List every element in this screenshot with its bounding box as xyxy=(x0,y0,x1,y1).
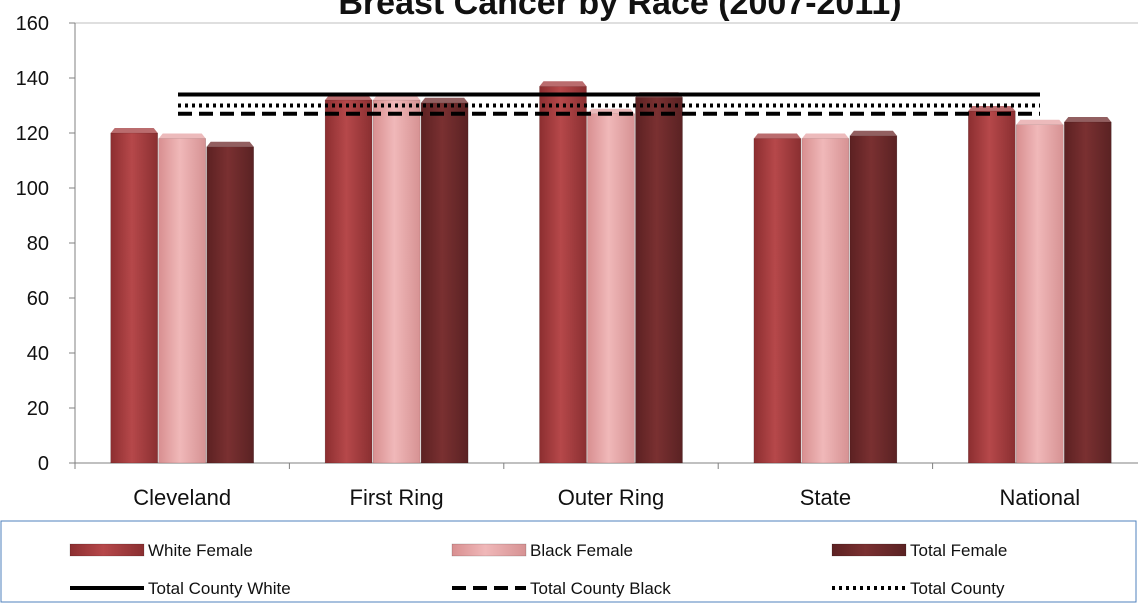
legend-label: Total County Black xyxy=(530,579,671,598)
bar xyxy=(753,138,802,464)
bar xyxy=(372,99,421,464)
x-axis: Cleveland First Ring Outer Ring State Nation… xyxy=(74,462,1138,510)
legend: White Female Black Female Total Female Tota… xyxy=(0,520,1137,603)
bar-top xyxy=(801,133,849,139)
y-tick-label: 20 xyxy=(27,398,49,420)
x-tick-label: First Ring xyxy=(350,485,444,510)
x-tick-label: Cleveland xyxy=(133,485,231,510)
bar-top xyxy=(849,130,897,136)
bar-top xyxy=(158,133,206,139)
legend-label: Total County White xyxy=(148,579,291,598)
bar-top xyxy=(968,106,1016,111)
y-axis: 0 20 40 60 80 100 120 140 160 xyxy=(16,13,76,475)
y-tick-label: 40 xyxy=(27,343,49,365)
legend-swatch xyxy=(831,543,907,557)
bar-series xyxy=(110,81,1112,464)
bar xyxy=(849,135,898,464)
legend-box xyxy=(0,520,1137,603)
bar xyxy=(158,138,206,464)
bar-top xyxy=(753,133,801,139)
legend-label: Black Female xyxy=(530,541,633,560)
bar xyxy=(110,132,158,464)
y-tick-label: 160 xyxy=(16,13,49,35)
bar xyxy=(801,138,850,464)
chart-title: Breast Cancer by Race (2007-2011) xyxy=(338,0,901,22)
bar-top xyxy=(1016,119,1064,125)
bar-top xyxy=(421,97,469,103)
legend-label: Total County xyxy=(910,579,1005,598)
y-tick-label: 120 xyxy=(16,123,49,145)
legend-swatch xyxy=(451,543,527,557)
bar-top xyxy=(206,141,254,147)
x-tick-label: Outer Ring xyxy=(558,485,664,510)
bar xyxy=(635,97,683,464)
reference-lines xyxy=(178,92,1040,116)
x-tick-label: National xyxy=(999,485,1080,510)
bar xyxy=(539,86,587,464)
y-tick-label: 0 xyxy=(38,453,49,475)
y-tick-label: 80 xyxy=(27,233,49,255)
y-tick-label: 100 xyxy=(16,178,49,200)
bar xyxy=(206,146,254,464)
bar-top xyxy=(110,128,158,133)
bar-top xyxy=(539,81,587,87)
x-tick-label: State xyxy=(800,485,851,510)
bar-top xyxy=(1064,117,1112,122)
legend-swatch xyxy=(69,543,145,557)
bar xyxy=(1016,124,1064,464)
legend-label: White Female xyxy=(148,541,253,560)
bar xyxy=(968,110,1016,464)
bar xyxy=(1064,121,1112,464)
bar xyxy=(420,102,469,464)
y-tick-label: 60 xyxy=(27,288,49,310)
bar xyxy=(324,99,373,464)
bar xyxy=(587,113,635,464)
y-tick-label: 140 xyxy=(16,68,49,90)
legend-label: Total Female xyxy=(910,541,1007,560)
